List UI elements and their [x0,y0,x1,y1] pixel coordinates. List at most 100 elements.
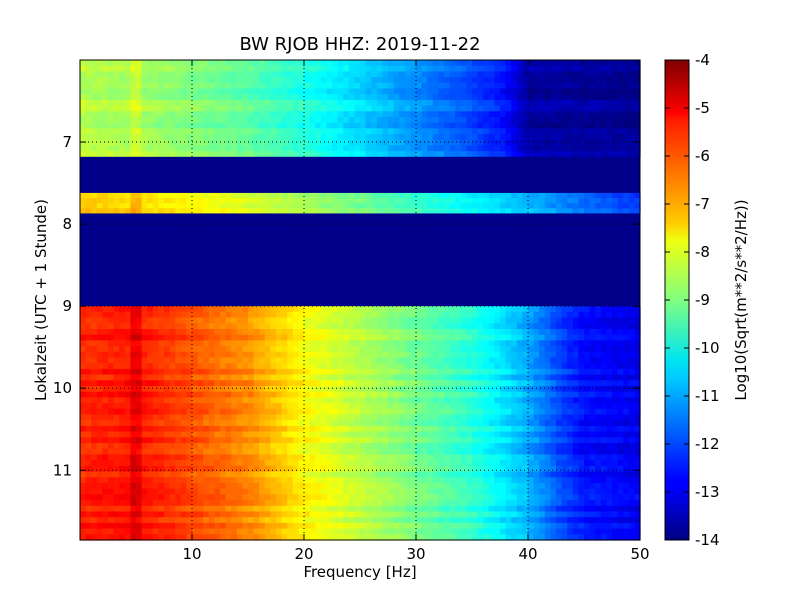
heatmap-cell [438,363,445,370]
heatmap-cell [113,208,120,215]
heatmap-cell [292,460,299,467]
heatmap-cell [539,145,546,152]
heatmap-cell [80,192,87,199]
heatmap-cell [102,368,109,376]
heatmap-cell [522,386,529,393]
heatmap-cell [248,198,255,204]
heatmap-cell [96,425,103,433]
heatmap-cell [612,368,619,376]
heatmap-cell [208,460,215,467]
heatmap-cell [617,99,624,107]
heatmap-cell [410,88,417,95]
heatmap-cell [253,116,260,124]
heatmap-cell [337,420,344,427]
heatmap-cell [124,368,131,376]
heatmap-cell [124,414,131,421]
heatmap-cell [516,77,523,84]
heatmap-cell [388,60,395,67]
heatmap-cell [589,323,596,330]
heatmap-cell [203,363,210,370]
heatmap-cell [623,448,630,456]
heatmap-cell [365,317,372,324]
heatmap-cell [270,77,277,84]
heatmap-cell [544,122,551,129]
heatmap-cell [354,448,361,456]
heatmap-cell [136,208,143,215]
heatmap-cell [404,460,411,467]
heatmap-cell [494,448,501,456]
heatmap-cell [248,414,255,421]
heatmap-cell [130,145,137,152]
heatmap-cell [332,99,339,107]
heatmap-cell [438,403,445,410]
heatmap-cell [91,328,98,336]
heatmap-cell [337,380,344,387]
heatmap-cell [354,391,361,399]
heatmap-cell [500,368,507,376]
heatmap-cell [304,122,311,129]
heatmap-cell [253,192,260,199]
heatmap-cell [494,368,501,376]
heatmap-cell [432,145,439,152]
heatmap-cell [595,443,602,450]
heatmap-cell [287,306,294,313]
heatmap-cell [119,363,126,370]
heatmap-cell [488,346,495,353]
heatmap-cell [427,60,434,67]
heatmap-cell [427,151,434,158]
heatmap-cell [388,116,395,124]
heatmap-cell [248,351,255,359]
heatmap-cell [606,374,613,381]
heatmap-cell [164,116,171,124]
heatmap-cell [455,443,462,450]
heatmap-cell [136,454,143,461]
heatmap-cell [320,99,327,107]
heatmap-cell [550,368,557,376]
heatmap-cell [427,328,434,336]
heatmap-cell [584,448,591,456]
heatmap-cell [91,203,98,209]
heatmap-cell [124,203,131,209]
heatmap-cell [421,346,428,353]
heatmap-cell [516,437,523,444]
heatmap-cell [214,208,221,215]
heatmap-cell [197,208,204,215]
heatmap-cell [455,346,462,353]
heatmap-cell [371,198,378,204]
heatmap-cell [617,408,624,416]
heatmap-cell [494,65,501,72]
heatmap-cell [332,328,339,336]
heatmap-cell [158,334,165,341]
heatmap-cell [248,386,255,393]
heatmap-cell [427,192,434,199]
heatmap-cell [522,317,529,324]
heatmap-cell [472,431,479,438]
heatmap-cell [264,105,271,112]
heatmap-cell [382,134,389,141]
heatmap-cell [634,88,641,95]
heatmap-cell [556,403,563,410]
heatmap-cell [544,437,551,444]
heatmap-cell [203,77,210,84]
heatmap-cell [584,128,591,135]
heatmap-cell [343,363,350,370]
heatmap-cell [516,82,523,90]
heatmap-cell [315,454,322,461]
heatmap-cell [634,454,641,461]
heatmap-cell [304,306,311,313]
heatmap-cell [253,420,260,427]
heatmap-cell [309,443,316,450]
heatmap-cell [382,425,389,433]
heatmap-cell [365,357,372,364]
heatmap-cell [220,122,227,129]
heatmap-cell [164,397,171,404]
heatmap-cell [158,391,165,399]
heatmap-cell [91,334,98,341]
heatmap-cell [544,128,551,135]
heatmap-cell [365,60,372,67]
heatmap-cell [192,306,199,313]
heatmap-cell [270,420,277,427]
heatmap-cell [225,340,232,347]
heatmap-cell [612,460,619,467]
heatmap-cell [584,437,591,444]
